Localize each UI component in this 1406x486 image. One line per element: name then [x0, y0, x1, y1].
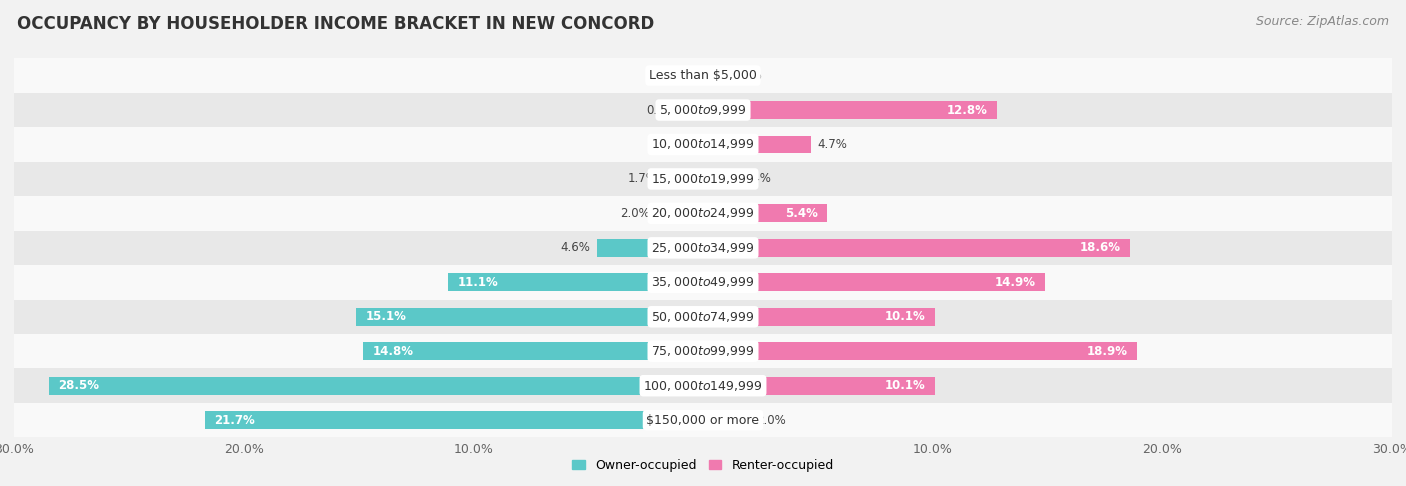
Bar: [703, 273, 1045, 291]
Text: $25,000 to $34,999: $25,000 to $34,999: [651, 241, 755, 255]
Text: 18.6%: 18.6%: [1080, 242, 1121, 254]
Bar: [14, 299, 1392, 334]
Text: 2.0%: 2.0%: [620, 207, 650, 220]
Bar: [657, 205, 703, 223]
Bar: [703, 101, 997, 119]
Legend: Owner-occupied, Renter-occupied: Owner-occupied, Renter-occupied: [568, 453, 838, 477]
Text: 0.0%: 0.0%: [666, 138, 696, 151]
Bar: [14, 334, 1392, 368]
Text: 1.4%: 1.4%: [742, 173, 772, 186]
Text: 10.1%: 10.1%: [884, 310, 925, 323]
Bar: [690, 101, 703, 119]
Text: $10,000 to $14,999: $10,000 to $14,999: [651, 138, 755, 152]
Bar: [14, 403, 1392, 437]
Text: 1.0%: 1.0%: [733, 69, 762, 82]
Bar: [14, 231, 1392, 265]
Text: 15.1%: 15.1%: [366, 310, 406, 323]
Text: 4.7%: 4.7%: [818, 138, 848, 151]
Bar: [449, 273, 703, 291]
Bar: [703, 411, 749, 429]
Text: $150,000 or more: $150,000 or more: [647, 414, 759, 427]
Bar: [703, 239, 1130, 257]
Bar: [703, 170, 735, 188]
Text: 14.8%: 14.8%: [373, 345, 413, 358]
Text: Source: ZipAtlas.com: Source: ZipAtlas.com: [1256, 15, 1389, 28]
Bar: [598, 239, 703, 257]
Bar: [14, 196, 1392, 231]
Bar: [14, 368, 1392, 403]
Text: $100,000 to $149,999: $100,000 to $149,999: [644, 379, 762, 393]
Text: $50,000 to $74,999: $50,000 to $74,999: [651, 310, 755, 324]
Bar: [14, 58, 1392, 93]
Bar: [703, 205, 827, 223]
Text: 0.57%: 0.57%: [645, 104, 683, 117]
Bar: [48, 377, 703, 395]
Text: 1.7%: 1.7%: [627, 173, 657, 186]
Bar: [205, 411, 703, 429]
Bar: [14, 93, 1392, 127]
Text: 28.5%: 28.5%: [58, 379, 98, 392]
Bar: [356, 308, 703, 326]
Text: $75,000 to $99,999: $75,000 to $99,999: [651, 344, 755, 358]
Bar: [664, 170, 703, 188]
Bar: [703, 342, 1137, 360]
Text: 18.9%: 18.9%: [1087, 345, 1128, 358]
Text: 5.4%: 5.4%: [785, 207, 818, 220]
Bar: [14, 127, 1392, 162]
Bar: [703, 308, 935, 326]
Text: 10.1%: 10.1%: [884, 379, 925, 392]
Text: 0.0%: 0.0%: [666, 69, 696, 82]
Bar: [703, 67, 725, 85]
Text: Less than $5,000: Less than $5,000: [650, 69, 756, 82]
Text: 11.1%: 11.1%: [457, 276, 498, 289]
Text: 4.6%: 4.6%: [561, 242, 591, 254]
Text: 14.9%: 14.9%: [995, 276, 1036, 289]
Bar: [363, 342, 703, 360]
Text: $5,000 to $9,999: $5,000 to $9,999: [659, 103, 747, 117]
Text: 12.8%: 12.8%: [946, 104, 988, 117]
Text: OCCUPANCY BY HOUSEHOLDER INCOME BRACKET IN NEW CONCORD: OCCUPANCY BY HOUSEHOLDER INCOME BRACKET …: [17, 15, 654, 33]
Text: 2.0%: 2.0%: [756, 414, 786, 427]
Text: $35,000 to $49,999: $35,000 to $49,999: [651, 276, 755, 289]
Text: $15,000 to $19,999: $15,000 to $19,999: [651, 172, 755, 186]
Bar: [703, 136, 811, 154]
Bar: [14, 162, 1392, 196]
Bar: [14, 265, 1392, 299]
Text: $20,000 to $24,999: $20,000 to $24,999: [651, 207, 755, 220]
Text: 21.7%: 21.7%: [214, 414, 254, 427]
Bar: [703, 377, 935, 395]
